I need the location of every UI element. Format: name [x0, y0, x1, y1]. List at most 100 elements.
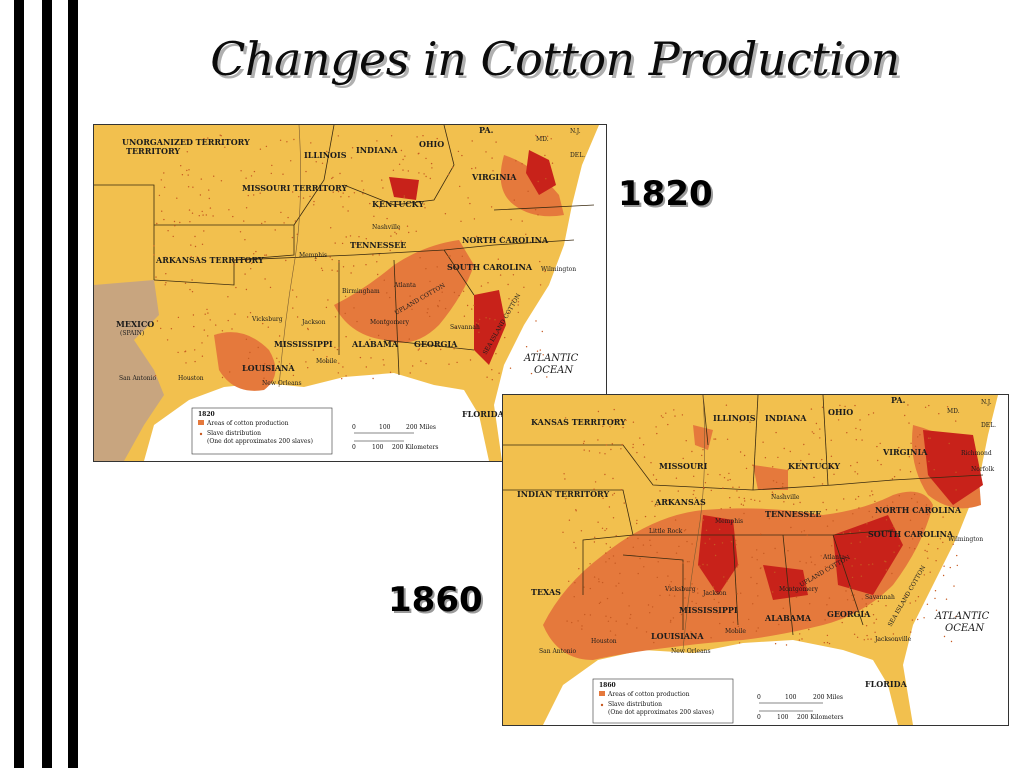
slave-dot	[562, 531, 564, 533]
slave-dot	[828, 597, 831, 599]
region-label-del: DEL.	[981, 422, 996, 429]
slave-dot	[724, 610, 726, 612]
scale-km-0: 0	[757, 714, 761, 721]
slave-dot	[207, 335, 209, 337]
slave-dot	[713, 438, 715, 440]
slave-dot	[539, 284, 542, 286]
slave-dot	[871, 516, 874, 518]
slave-dot	[709, 538, 711, 540]
region-label-indiana: INDIANA	[765, 413, 807, 423]
slave-dot	[756, 549, 758, 551]
slave-dot	[246, 316, 249, 318]
slave-dot	[390, 235, 392, 237]
ocean-label-atlantic: ATLANTIC	[523, 353, 579, 364]
slave-dot	[651, 606, 654, 608]
slave-dot	[353, 307, 355, 309]
slave-dot	[605, 543, 607, 545]
slave-dot	[667, 499, 669, 502]
slave-dot	[541, 330, 543, 333]
slave-dot	[415, 230, 417, 232]
slave-dot	[384, 319, 386, 321]
slave-dot	[240, 170, 242, 172]
slave-dot	[686, 561, 689, 563]
slave-dot	[265, 254, 268, 256]
slave-dot	[279, 139, 282, 141]
slave-dot	[389, 249, 391, 252]
slave-dot	[952, 543, 954, 545]
slave-dot	[720, 508, 722, 510]
slave-dot	[508, 311, 510, 314]
slave-dot	[832, 413, 835, 416]
slave-dot	[473, 304, 475, 307]
slave-dot	[326, 356, 328, 358]
slave-dot	[612, 494, 614, 496]
slave-dot	[377, 334, 380, 337]
slave-dot	[245, 338, 248, 340]
slave-dot	[768, 517, 771, 520]
slave-dot	[298, 196, 300, 198]
slave-dot	[163, 186, 166, 188]
slave-dot	[907, 404, 909, 406]
slave-dot	[695, 463, 697, 465]
slave-dot	[729, 497, 731, 499]
slave-dot	[914, 450, 916, 453]
slave-dot	[655, 426, 657, 428]
slave-dot	[356, 320, 358, 323]
slave-dot	[485, 151, 487, 153]
scale-mi-100: 100	[785, 694, 797, 701]
slave-dot	[849, 586, 851, 588]
slave-dot	[643, 566, 645, 568]
slave-dot	[846, 432, 848, 434]
slave-dot	[610, 448, 612, 451]
slave-dot	[173, 220, 176, 223]
slave-dot	[362, 193, 364, 195]
slave-dot	[347, 210, 349, 212]
slave-dot	[527, 190, 529, 192]
slave-dot	[937, 548, 939, 550]
map-1860-atlantic-water	[903, 395, 1008, 725]
slave-dot	[165, 282, 167, 284]
slave-dot	[839, 408, 841, 411]
slave-dot	[604, 453, 606, 455]
slave-dot	[302, 197, 305, 199]
region-label-mississippi: MISSISSIPPI	[679, 605, 738, 615]
slave-dot	[642, 544, 645, 546]
slave-dot	[581, 625, 583, 627]
slave-dot	[192, 314, 195, 316]
slave-dot	[713, 543, 716, 546]
map-1860: KANSAS TERRITORY ILLINOIS INDIANA OHIO P…	[502, 394, 1009, 726]
slave-dot	[927, 557, 929, 559]
slave-dot	[870, 638, 872, 640]
slave-dot	[662, 416, 664, 419]
slave-dot	[756, 559, 758, 561]
slave-dot	[795, 596, 798, 598]
slave-dot	[609, 546, 611, 548]
slave-dot	[601, 581, 604, 584]
slave-dot	[707, 473, 709, 476]
slave-dot	[859, 541, 861, 543]
slave-dot	[386, 217, 388, 220]
slave-dot	[164, 256, 167, 258]
slave-dot	[605, 444, 608, 446]
slave-dot	[829, 611, 831, 613]
slave-dot	[494, 319, 496, 321]
slave-dot	[315, 161, 317, 163]
slave-dot	[668, 584, 671, 586]
slave-dot	[475, 322, 477, 324]
slave-dot	[717, 612, 719, 614]
slave-dot	[430, 162, 433, 165]
slave-dot	[861, 439, 863, 441]
slave-dot	[809, 603, 811, 605]
slave-dot	[772, 466, 774, 468]
city-label-mobile: Mobile	[316, 358, 337, 365]
slave-dot	[685, 440, 687, 442]
region-label-ohio: OHIO	[828, 407, 853, 417]
slave-dot	[876, 445, 878, 448]
slave-dot	[885, 519, 888, 521]
slave-dot	[623, 502, 625, 504]
city-label-nashville: Nashville	[372, 224, 401, 231]
slave-dot	[513, 199, 515, 201]
slave-dot	[800, 531, 803, 533]
slave-dot	[713, 598, 715, 601]
region-label-north-carolina: NORTH CAROLINA	[462, 235, 549, 245]
